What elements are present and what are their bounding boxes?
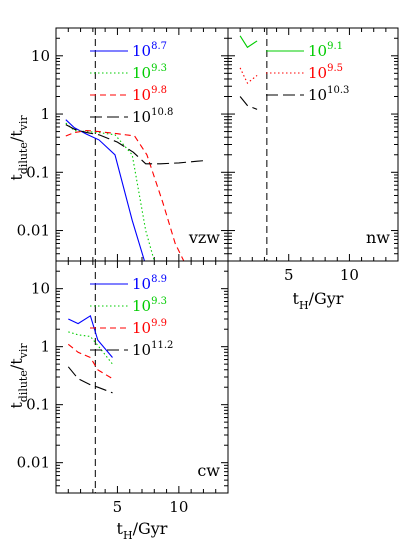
panel-vzw: 10 1 0.1 0.01 108.7 109.3 109.8 1010.8 vzw bbox=[17, 27, 229, 262]
panel-tag-cw: cw bbox=[197, 461, 220, 480]
series-line-8-7 bbox=[65, 119, 146, 261]
legend-label: 109.1 bbox=[308, 41, 343, 60]
panel-tag-vzw: vzw bbox=[188, 228, 220, 247]
y-tick-label: 0.01 bbox=[17, 454, 50, 472]
legend-label: 1010.8 bbox=[132, 107, 173, 126]
x-axis-label-left: tH/Gyr bbox=[117, 519, 168, 542]
series-line-10-3 bbox=[239, 96, 258, 110]
x-tick-label: 5 bbox=[113, 498, 123, 516]
legend-label: 109.9 bbox=[132, 318, 167, 337]
x-tick-label: 5 bbox=[284, 266, 294, 284]
x-tick-label: 10 bbox=[340, 266, 359, 284]
series-line-8-9 bbox=[68, 314, 113, 358]
series-line-9-5 bbox=[239, 67, 258, 84]
y-tick-label: 0.1 bbox=[26, 163, 50, 181]
y-tick-label: 0.01 bbox=[17, 222, 50, 240]
legend-label: 109.3 bbox=[132, 63, 167, 82]
y-tick-label: 0.1 bbox=[26, 396, 50, 414]
legend-label: 109.8 bbox=[132, 85, 167, 104]
legend-label: 1010.3 bbox=[308, 85, 349, 104]
series-line-9-3 bbox=[65, 122, 155, 261]
legend-label: 108.7 bbox=[132, 41, 167, 60]
panel-nw: 5 10 109.1 109.5 1010.3 nw bbox=[227, 27, 399, 284]
panel-cw: 10 1 0.1 0.01 5 10 108.9 109.3 109.9 1011.2 cw bbox=[17, 260, 229, 516]
y-tick-label: 1 bbox=[40, 338, 50, 356]
y-axis-label-bottom: tdilute/tvir bbox=[7, 343, 30, 409]
legend-label: 109.3 bbox=[132, 296, 167, 315]
y-tick-label: 10 bbox=[31, 280, 50, 298]
series-line-10-8 bbox=[65, 124, 208, 165]
series-line-9-1 bbox=[239, 35, 258, 49]
legend-label: 109.5 bbox=[308, 63, 343, 82]
y-axis-label-top: tdilute/tvir bbox=[7, 115, 30, 181]
panel-tag-nw: nw bbox=[366, 228, 390, 247]
series-line-9-8 bbox=[65, 130, 185, 261]
legend-label: 1011.2 bbox=[132, 340, 173, 359]
x-tick-label: 10 bbox=[169, 498, 188, 516]
legend-label: 108.9 bbox=[132, 274, 167, 293]
x-axis-label-right: tH/Gyr bbox=[293, 289, 344, 312]
y-tick-label: 10 bbox=[31, 47, 50, 65]
series-line-11-2 bbox=[67, 366, 113, 394]
y-tick-label: 1 bbox=[40, 105, 50, 123]
